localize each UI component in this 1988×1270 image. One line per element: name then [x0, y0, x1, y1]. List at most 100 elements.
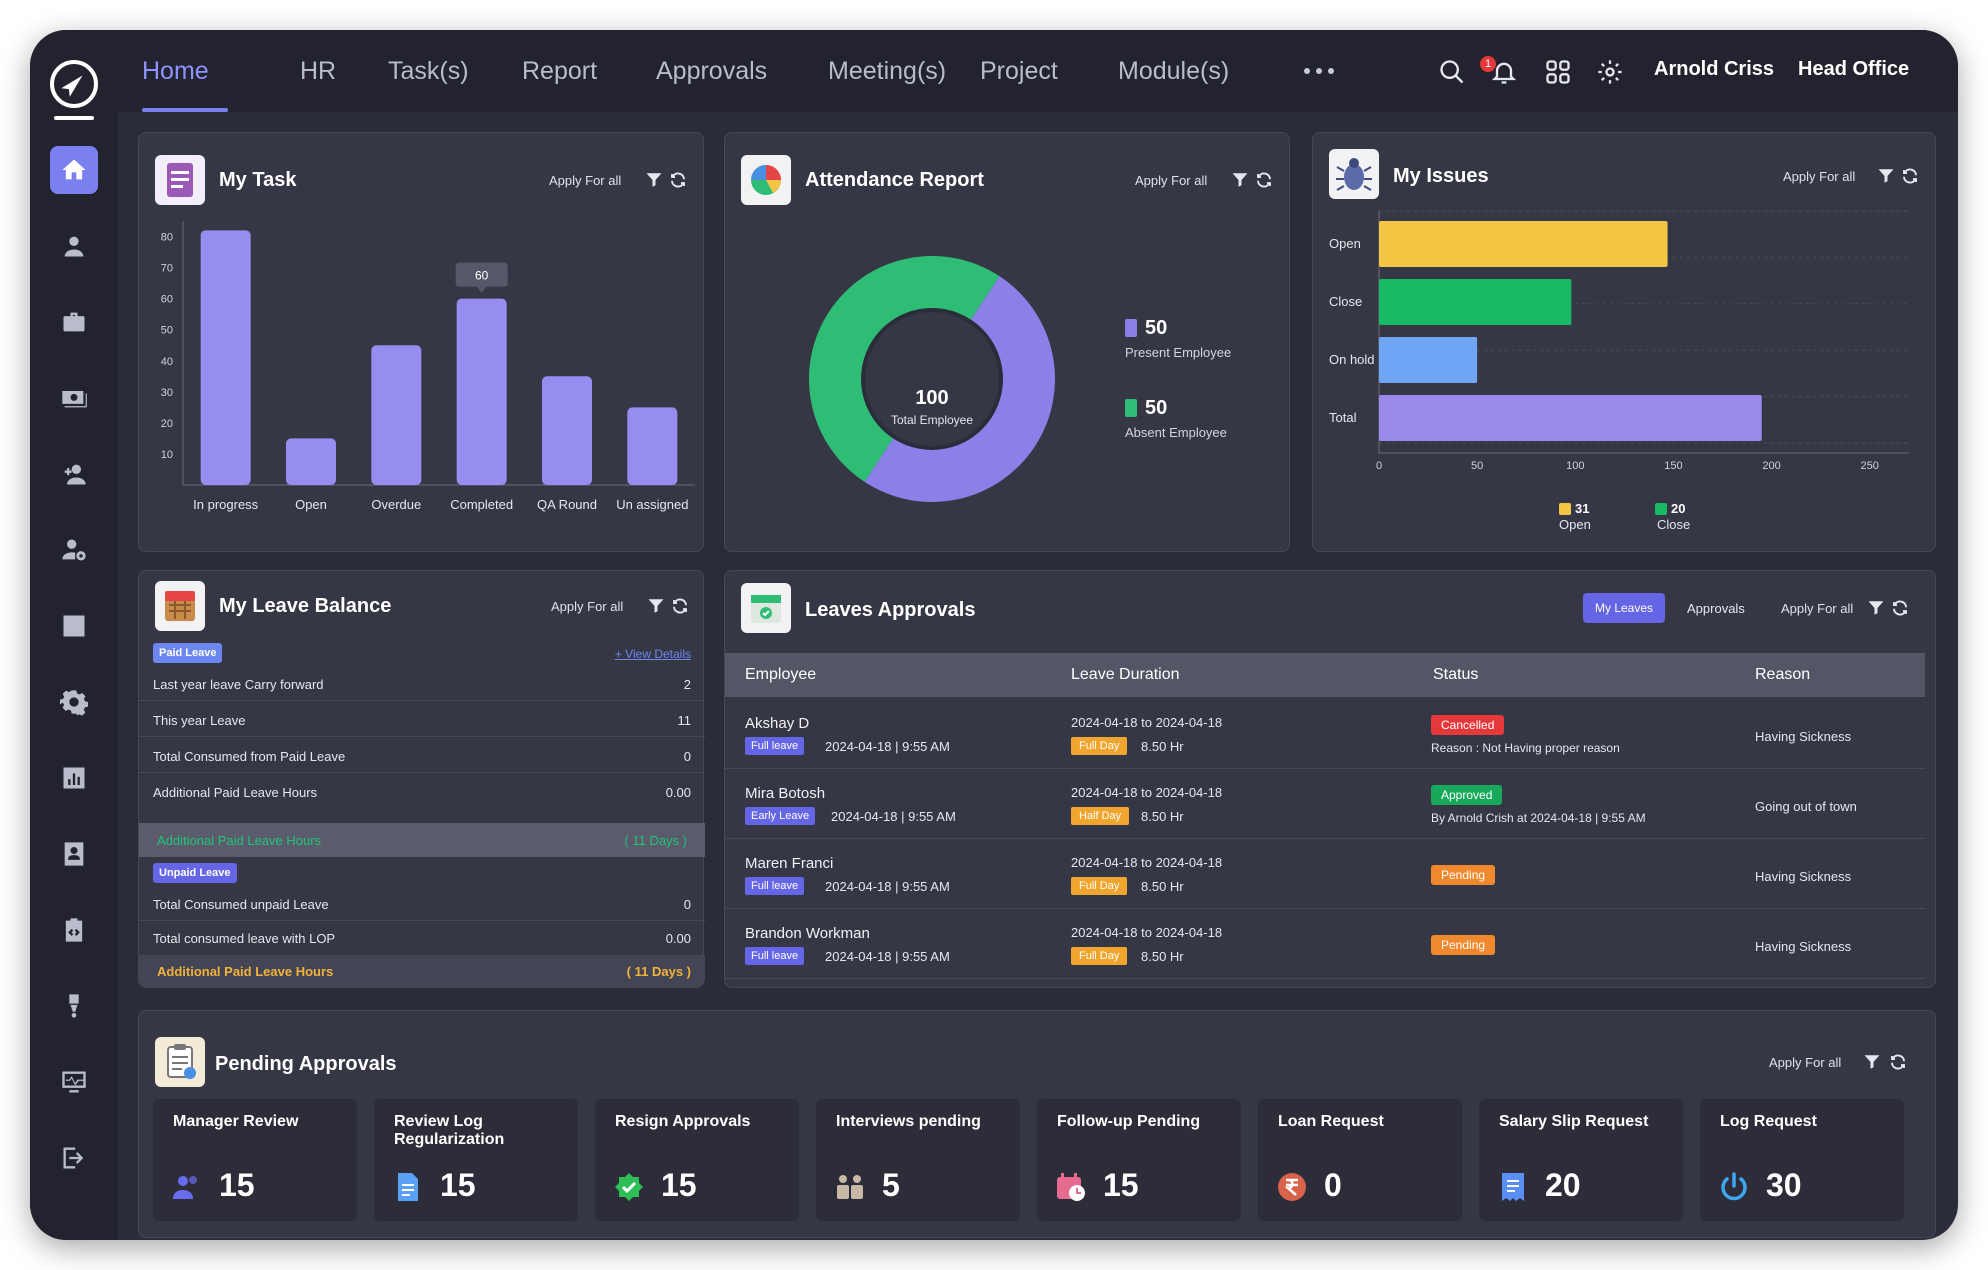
tab-my-leaves[interactable]: My Leaves [1583, 593, 1666, 623]
attendance-report-card: Attendance Report Apply For all 100 Tota… [724, 132, 1290, 552]
x-tick-label: 150 [1664, 460, 1682, 472]
approval-tile[interactable]: Salary Slip Request 20 [1479, 1099, 1683, 1221]
row-value: 0.00 [665, 785, 691, 800]
tab-tasks[interactable]: Task(s) [388, 57, 469, 85]
approval-tile[interactable]: Log Request 30 [1700, 1099, 1904, 1221]
row-label: Additional Paid Leave Hours [157, 964, 334, 979]
tab-report[interactable]: Report [522, 57, 598, 85]
receipt-icon [1497, 1171, 1529, 1203]
bell-icon[interactable] [1490, 58, 1518, 86]
rupee-icon [1276, 1171, 1308, 1203]
view-details-link[interactable]: + View Details [614, 647, 691, 661]
task-document-icon [155, 155, 205, 205]
sidebar-item-settings[interactable] [50, 678, 98, 726]
table-row[interactable]: Brandon Workman Full leave 2024-04-18 | 9:… [725, 909, 1925, 979]
sidebar-item-profile[interactable] [50, 222, 98, 270]
approval-tile[interactable]: Follow-up Pending 15 [1037, 1099, 1241, 1221]
status-badge: Pending [1431, 865, 1496, 885]
filter-icon[interactable] [1231, 171, 1249, 189]
refresh-icon[interactable] [1891, 599, 1909, 617]
tab-approvals[interactable]: Approvals [656, 57, 768, 85]
refresh-icon[interactable] [1901, 167, 1919, 185]
employee-name: Maren Franci [745, 855, 834, 872]
x-tick-label: 100 [1566, 460, 1584, 472]
apply-for-all-link[interactable]: Apply For all [1783, 169, 1856, 184]
approval-tile[interactable]: Resign Approvals 15 [595, 1099, 799, 1221]
bar[interactable] [1379, 221, 1668, 267]
approval-tile[interactable]: Loan Request 0 [1258, 1099, 1462, 1221]
row-label: Total Consumed unpaid Leave [153, 897, 329, 912]
more-menu-icon[interactable] [1304, 68, 1334, 74]
approval-tile[interactable]: Review Log Regularization 15 [374, 1099, 578, 1221]
sidebar-item-directory[interactable] [50, 830, 98, 878]
refresh-icon[interactable] [1255, 171, 1273, 189]
card-title: Attendance Report [805, 169, 984, 191]
present-legend-swatch [1125, 319, 1137, 337]
apps-grid-icon[interactable] [1544, 58, 1572, 86]
approval-tile[interactable]: Interviews pending 5 [816, 1099, 1020, 1221]
filter-icon[interactable] [1863, 1053, 1881, 1071]
bar[interactable] [1379, 337, 1478, 383]
interview-icon [834, 1171, 866, 1203]
sidebar-item-awards[interactable] [50, 982, 98, 1030]
apply-for-all-link[interactable]: Apply For all [549, 173, 622, 188]
tab-hr[interactable]: HR [300, 57, 337, 85]
filter-icon[interactable] [1877, 167, 1895, 185]
sidebar-item-monitor[interactable] [50, 1058, 98, 1106]
bar[interactable] [1379, 279, 1572, 325]
table-header: Employee Leave Duration Status Reason [725, 653, 1925, 697]
sidebar-item-projects[interactable] [50, 906, 98, 954]
refresh-icon[interactable] [671, 597, 689, 615]
filter-icon[interactable] [1867, 599, 1885, 617]
tab-meetings[interactable]: Meeting(s) [828, 57, 947, 85]
sidebar-item-reports[interactable] [50, 754, 98, 802]
table-row[interactable]: Mira Botosh Early Leave 2024-04-18 | 9:55 … [725, 769, 1925, 839]
column-header: Employee [745, 666, 817, 683]
notification-badge: 1 [1480, 56, 1496, 72]
bar[interactable] [200, 230, 251, 485]
apply-for-all-link[interactable]: Apply For all [1135, 173, 1208, 188]
tab-home[interactable]: Home [142, 57, 209, 85]
sidebar-item-user-settings[interactable] [50, 526, 98, 574]
calculator-icon [63, 615, 85, 637]
bar[interactable] [371, 345, 422, 485]
settings-icon[interactable] [1596, 58, 1624, 86]
bar[interactable] [542, 376, 592, 485]
tile-count: 5 [882, 1167, 900, 1203]
bar[interactable] [286, 438, 336, 485]
sidebar-item-payroll[interactable] [50, 374, 98, 422]
sidebar-item-logout[interactable] [50, 1134, 98, 1182]
row-label: This year Leave [153, 713, 246, 728]
apply-for-all-link[interactable]: Apply For all [551, 599, 624, 614]
user-name[interactable]: Arnold Criss [1654, 58, 1775, 80]
search-icon[interactable] [1438, 58, 1466, 86]
y-tick-label: Open [1329, 236, 1361, 251]
table-row[interactable]: Maren Franci Full leave 2024-04-18 | 9:55 … [725, 839, 1925, 909]
tab-approvals-list[interactable]: Approvals [1687, 601, 1745, 616]
sidebar-item-work[interactable] [50, 298, 98, 346]
refresh-icon[interactable] [1889, 1053, 1907, 1071]
sidebar-item-home[interactable] [50, 146, 98, 194]
bar[interactable] [456, 298, 507, 485]
logo-underline [54, 116, 94, 120]
leave-datetime: 2024-04-18 | 9:55 AM [825, 879, 950, 894]
bar[interactable] [1379, 395, 1762, 441]
bar[interactable] [627, 407, 678, 485]
legend-open-value: 31 [1575, 501, 1590, 516]
apply-for-all-link[interactable]: Apply For all [1781, 601, 1854, 616]
filter-icon[interactable] [647, 597, 665, 615]
apply-for-all-link[interactable]: Apply For all [1769, 1055, 1842, 1070]
compass-logo-icon[interactable] [50, 60, 98, 108]
leave-reason: Going out of town [1755, 799, 1857, 814]
tab-project[interactable]: Project [980, 57, 1058, 85]
sidebar-item-calculator[interactable] [50, 602, 98, 650]
refresh-icon[interactable] [669, 171, 687, 189]
sidebar-item-add-user[interactable] [50, 450, 98, 498]
tile-count: 15 [440, 1167, 476, 1203]
tab-modules[interactable]: Module(s) [1118, 57, 1230, 85]
table-row[interactable]: Akshay D Full leave 2024-04-18 | 9:55 AM 20… [725, 699, 1925, 769]
filter-icon[interactable] [645, 171, 663, 189]
tile-count: 20 [1545, 1167, 1581, 1203]
office-name[interactable]: Head Office [1798, 58, 1910, 80]
approval-tile[interactable]: Manager Review 15 [153, 1099, 357, 1221]
